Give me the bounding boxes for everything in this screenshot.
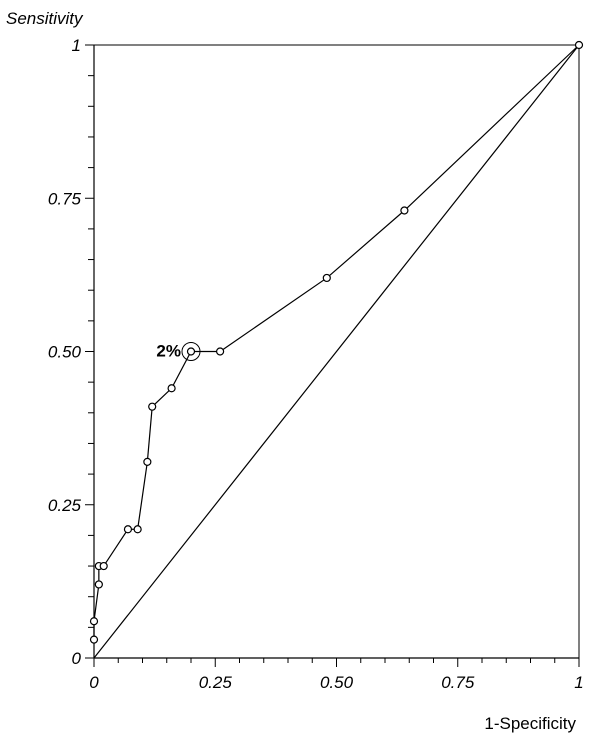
data-point — [123, 525, 133, 534]
data-point — [574, 40, 584, 50]
data-point — [89, 635, 99, 644]
y-tick-label: 0.50 — [48, 343, 82, 362]
y-axis-label: Sensitivity — [6, 9, 84, 28]
data-point — [143, 457, 152, 466]
y-tick-label: 0.25 — [48, 496, 82, 515]
y-tick-label: 1 — [72, 36, 81, 55]
data-point — [167, 384, 176, 393]
data-point — [148, 402, 157, 411]
data-point — [99, 561, 108, 571]
data-points — [89, 40, 584, 644]
tick-labels: 0 0.25 0.50 0.75 1 0 0.25 0.50 0.75 1 — [48, 36, 584, 692]
x-tick-label: 0.50 — [320, 673, 354, 692]
data-point — [216, 347, 225, 356]
y-tick-label: 0.75 — [48, 189, 82, 208]
reference-diagonal-line — [93, 44, 580, 659]
annotation-label: 2% — [156, 342, 181, 361]
x-tick-label: 1 — [574, 673, 583, 692]
x-tick-label: 0.75 — [441, 673, 475, 692]
data-point — [400, 206, 409, 215]
data-point — [133, 525, 142, 534]
axis-ticks — [85, 44, 580, 667]
annotations: 2% — [156, 342, 201, 361]
y-tick-label: 0 — [72, 649, 82, 668]
data-point — [186, 347, 196, 356]
data-point — [89, 617, 99, 626]
x-tick-label: 0.25 — [199, 673, 233, 692]
data-point — [322, 273, 331, 283]
x-axis-label: 1-Specificity — [484, 714, 576, 733]
highlight-ring — [181, 342, 201, 361]
data-point — [94, 580, 103, 589]
x-tick-label: 0 — [89, 673, 99, 692]
